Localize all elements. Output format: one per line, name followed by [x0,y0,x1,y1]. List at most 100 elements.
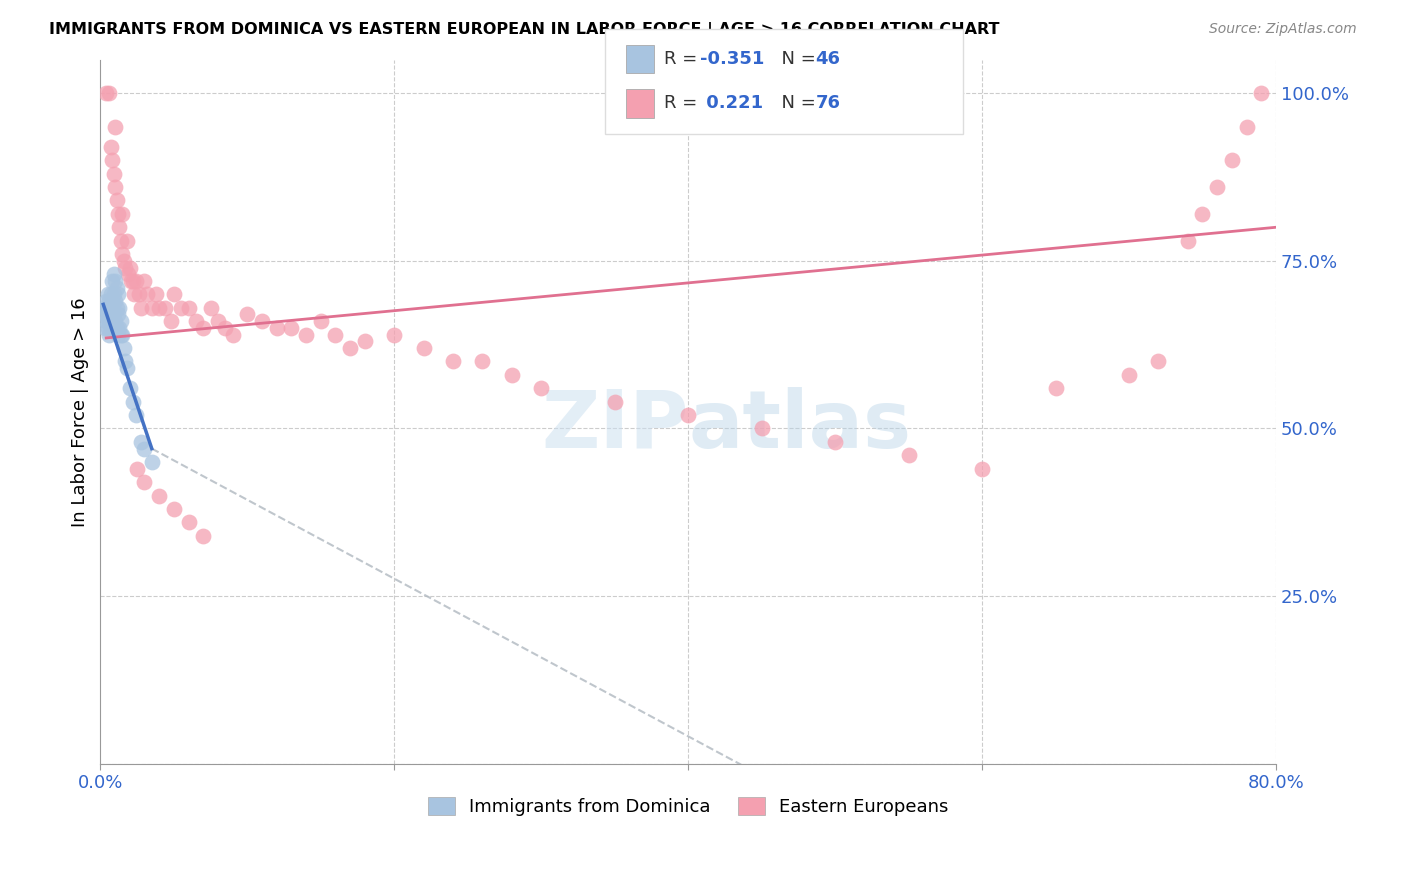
Point [98,327,121,342]
Point [193,529,215,543]
Point [170,301,193,315]
Point [160,314,183,328]
Point [382,327,405,342]
Point [134,442,156,456]
Point [1206,180,1229,194]
Point [177,516,200,530]
Point [101,314,124,328]
Point [118,260,141,275]
Point [354,334,377,349]
Point [110,234,132,248]
Point [207,314,229,328]
Text: -0.351: -0.351 [700,50,765,68]
Y-axis label: In Labor Force | Age > 16: In Labor Force | Age > 16 [72,297,89,526]
Point [1045,381,1067,395]
Point [897,448,920,462]
Point [114,354,136,368]
Point [103,308,125,322]
Point [1250,86,1272,100]
Point [117,267,139,281]
Point [153,301,176,315]
Point [100,287,122,301]
Text: N =: N = [770,95,823,112]
Point [145,287,167,301]
Text: R =: R = [664,50,703,68]
Text: Source: ZipAtlas.com: Source: ZipAtlas.com [1209,22,1357,37]
Point [177,301,200,315]
Point [104,274,127,288]
Point [101,274,124,288]
Point [111,247,134,261]
Point [96,86,118,100]
Point [115,234,138,248]
Point [214,321,236,335]
Point [163,502,186,516]
Point [412,341,434,355]
Point [104,293,127,308]
Point [118,381,141,395]
Legend: Immigrants from Dominica, Eastern Europeans: Immigrants from Dominica, Eastern Europe… [419,788,957,825]
Point [97,321,120,335]
Point [104,180,127,194]
Point [100,321,122,335]
Point [309,314,332,328]
Point [339,341,361,355]
Point [110,327,132,342]
Point [250,314,273,328]
Point [441,354,464,368]
Point [94,301,117,315]
Point [98,301,121,315]
Point [236,308,259,322]
Point [114,260,136,275]
Point [501,368,523,382]
Point [104,120,127,134]
Point [112,253,135,268]
Point [134,475,156,490]
Point [108,301,131,315]
Point [280,321,302,335]
Point [96,314,118,328]
Point [193,321,215,335]
Point [96,308,118,322]
Point [107,287,129,301]
Text: 76: 76 [815,95,841,112]
Point [108,220,131,235]
Point [184,314,207,328]
Point [103,267,125,281]
Point [148,301,170,315]
Point [97,301,120,315]
Point [103,167,125,181]
Point [110,314,132,328]
Point [98,293,121,308]
Point [131,301,153,315]
Point [221,327,243,342]
Point [105,280,128,294]
Point [124,274,146,288]
Point [96,293,118,308]
Point [104,314,127,328]
Point [1118,368,1140,382]
Point [121,274,143,288]
Text: 0.221: 0.221 [700,95,763,112]
Point [134,274,156,288]
Text: ZIP: ZIP [541,387,688,465]
Point [1191,207,1213,221]
Point [1236,120,1258,134]
Point [107,308,129,322]
Point [101,153,124,168]
Point [105,321,128,335]
Point [1177,234,1199,248]
Point [103,287,125,301]
Point [122,287,145,301]
Point [141,301,163,315]
Point [121,394,143,409]
Point [970,461,993,475]
Text: IMMIGRANTS FROM DOMINICA VS EASTERN EUROPEAN IN LABOR FORCE | AGE > 16 CORRELATI: IMMIGRANTS FROM DOMINICA VS EASTERN EURO… [49,22,1000,38]
Point [148,489,170,503]
Point [94,321,117,335]
Point [1147,354,1170,368]
Point [101,293,124,308]
Point [325,327,347,342]
Point [530,381,553,395]
Point [141,455,163,469]
